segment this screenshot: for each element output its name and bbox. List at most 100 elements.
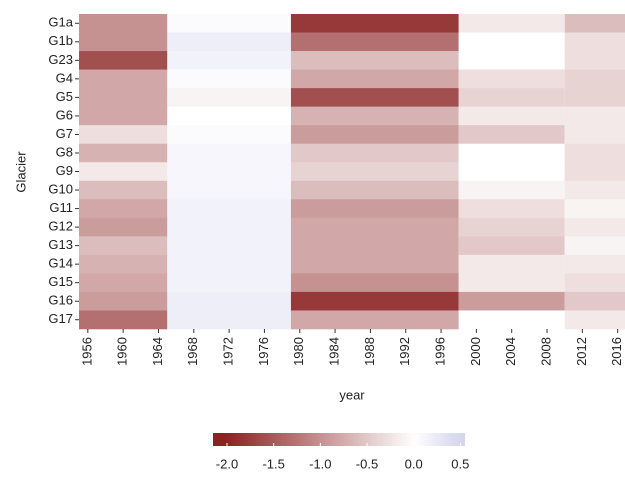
heatmap-cell — [458, 106, 565, 126]
heatmap-cell — [290, 254, 459, 274]
heatmap-cell — [79, 14, 168, 33]
x-tick-label: 2004 — [503, 337, 518, 366]
heatmap-cell — [564, 273, 625, 293]
x-tick-label: 2016 — [609, 337, 624, 366]
heatmap-cell — [458, 236, 565, 256]
heatmap-cell — [79, 162, 168, 182]
heatmap-cell — [167, 125, 291, 145]
heatmap-cell — [564, 32, 625, 52]
heatmap-cell — [167, 51, 291, 70]
y-tick-label: G1b — [48, 33, 73, 48]
heatmap-cell — [458, 162, 565, 182]
heatmap-cell — [79, 143, 168, 163]
heatmap-cell — [458, 254, 565, 274]
heatmap-cell — [564, 291, 625, 311]
x-tick-label: 1976 — [256, 337, 271, 366]
heatmap-cell — [290, 106, 459, 126]
heatmap-cell — [79, 88, 168, 107]
colorbar-tick-label: -1.5 — [262, 456, 284, 471]
heatmap-cell — [458, 69, 565, 89]
heatmap-cell — [290, 217, 459, 237]
x-tick-label: 1984 — [327, 337, 342, 366]
y-tick-label: G12 — [48, 219, 73, 234]
heatmap-cell — [458, 143, 565, 163]
x-tick-label: 1956 — [79, 337, 94, 366]
heatmap-cell — [79, 180, 168, 200]
heatmap-cell — [167, 199, 291, 219]
heatmap-cell — [564, 51, 625, 70]
heatmap-cell — [167, 69, 291, 89]
x-tick-label: 2012 — [574, 337, 589, 366]
heatmap-cell — [167, 254, 291, 274]
heatmap-cell — [79, 69, 168, 89]
x-tick-label: 1960 — [115, 337, 130, 366]
heatmap-cell — [458, 88, 565, 107]
heatmap-cell — [564, 236, 625, 256]
heatmap-cell — [167, 236, 291, 256]
heatmap-cell — [564, 106, 625, 126]
heatmap-cell — [290, 51, 459, 70]
heatmap-cell — [458, 125, 565, 145]
x-tick-label: 1972 — [221, 337, 236, 366]
heatmap-cell — [290, 199, 459, 219]
heatmap-cell — [79, 273, 168, 293]
heatmap-cell — [458, 32, 565, 52]
heatmap-cell — [564, 180, 625, 200]
y-tick-label: G13 — [48, 237, 73, 252]
heatmap-cell — [290, 310, 459, 330]
y-tick-label: G10 — [48, 181, 73, 196]
heatmap-cell — [79, 310, 168, 330]
colorbar-tick-label: 0.5 — [451, 456, 469, 471]
heatmap-cell — [290, 125, 459, 145]
heatmap-cell — [79, 199, 168, 219]
heatmap-cell — [564, 310, 625, 330]
heatmap-cell — [564, 254, 625, 274]
heatmap-cell — [290, 14, 459, 33]
heatmap-cell — [290, 69, 459, 89]
y-tick-label: G14 — [48, 256, 73, 271]
heatmap-cell — [167, 143, 291, 163]
heatmap-cell — [458, 14, 565, 33]
heatmap-cell — [458, 291, 565, 311]
heatmap-cell — [290, 180, 459, 200]
x-tick-label: 1968 — [185, 337, 200, 366]
y-tick-label: G5 — [56, 89, 73, 104]
heatmap-cell — [167, 162, 291, 182]
heatmap-cell — [167, 217, 291, 237]
y-tick-label: G17 — [48, 311, 73, 326]
heatmap-cell — [167, 106, 291, 126]
heatmap-cell — [167, 310, 291, 330]
x-tick-label: 1980 — [291, 337, 306, 366]
heatmap-cell — [290, 32, 459, 52]
heatmap-cell — [458, 51, 565, 70]
x-tick-label: 2008 — [538, 337, 553, 366]
heatmap-cell — [290, 236, 459, 256]
y-axis-label: Glacier — [13, 151, 28, 193]
heatmap-cell — [290, 291, 459, 311]
heatmap-cell — [564, 143, 625, 163]
heatmap-cell — [79, 51, 168, 70]
y-tick-label: G6 — [56, 107, 73, 122]
heatmap-cell — [564, 14, 625, 33]
heatmap-cell — [458, 199, 565, 219]
heatmap-cell — [79, 106, 168, 126]
y-tick-label: G7 — [56, 126, 73, 141]
x-tick-label: 1988 — [362, 337, 377, 366]
heatmap-cell — [458, 180, 565, 200]
heatmap-cell — [564, 69, 625, 89]
heatmap-cell — [167, 291, 291, 311]
heatmap-cell — [167, 32, 291, 52]
colorbar-tick-label: 0.0 — [405, 456, 423, 471]
y-tick-label: G16 — [48, 293, 73, 308]
heatmap-cell — [564, 199, 625, 219]
x-tick-label: 2000 — [468, 337, 483, 366]
heatmap-cell — [458, 273, 565, 293]
heatmap-cell — [290, 88, 459, 107]
colorbar-tick-label: -2.0 — [216, 456, 238, 471]
heatmap-cell — [79, 236, 168, 256]
heatmap-cell — [290, 273, 459, 293]
heatmap-cell — [79, 254, 168, 274]
x-tick-label: 1992 — [397, 337, 412, 366]
colorbar — [213, 433, 465, 446]
